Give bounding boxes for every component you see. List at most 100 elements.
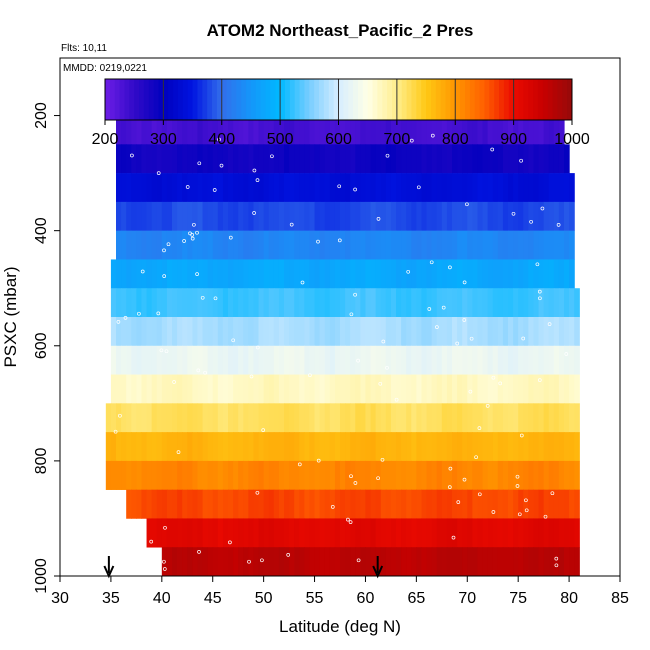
heatmap-cell [202, 173, 209, 203]
heatmap-cell [513, 345, 519, 375]
heatmap-cell [375, 230, 382, 260]
heatmap-cell [289, 518, 295, 548]
heatmap-cell [452, 259, 458, 289]
heatmap-cell [146, 230, 153, 260]
heatmap-cell [436, 201, 443, 231]
heatmap-cell [446, 460, 453, 490]
heatmap-cell [452, 115, 458, 145]
heatmap-cell [548, 115, 555, 145]
observation-dot [556, 223, 561, 227]
observation-dot [485, 404, 490, 408]
observation-dot [385, 153, 390, 158]
heatmap-cell [299, 489, 305, 519]
heatmap-cell [304, 489, 311, 519]
heatmap-cell [457, 115, 463, 145]
heatmap-cell [401, 403, 407, 433]
heatmap-cell [217, 460, 224, 490]
heatmap-cell [436, 144, 443, 174]
heatmap-cell [502, 460, 509, 490]
heatmap-cell [365, 317, 372, 347]
heatmap-cell [569, 345, 575, 375]
heatmap-cell [390, 345, 397, 375]
heatmap-cell [166, 460, 173, 490]
heatmap-cell [385, 403, 392, 433]
observation-dot [477, 426, 482, 430]
heatmap-cell [518, 317, 524, 347]
observation-dot [255, 178, 260, 182]
heatmap-cell [299, 115, 305, 145]
colorbar-cell [508, 79, 515, 120]
heatmap-cell [538, 317, 545, 347]
heatmap-cell [564, 259, 570, 289]
heatmap-cell [228, 259, 234, 289]
heatmap-cell [467, 144, 473, 174]
heatmap-cell [564, 403, 570, 433]
heatmap-cell [268, 489, 275, 519]
heatmap-cell [365, 432, 372, 462]
heatmap-cell [146, 201, 153, 231]
heatmap-cell [243, 518, 249, 548]
heatmap-cell [284, 432, 290, 462]
heatmap-cell [202, 518, 209, 548]
heatmap-cell [457, 518, 463, 548]
heatmap-cell [248, 230, 255, 260]
heatmap-cell [543, 460, 550, 490]
heatmap-cell [110, 317, 117, 347]
heatmap-cell [441, 374, 448, 404]
heatmap-cell [569, 317, 575, 347]
heatmap-cell [436, 288, 443, 318]
heatmap-cell [340, 115, 346, 145]
colorbar-tick-label: 600 [325, 131, 352, 148]
heatmap-cell [172, 201, 178, 231]
heatmap-cell [502, 259, 509, 289]
heatmap-cell [502, 288, 509, 318]
heatmap-cell [569, 489, 575, 519]
x-tick-label: 70 [458, 590, 476, 607]
observation-dot [349, 312, 354, 317]
heatmap-cell [523, 230, 529, 260]
heatmap-cell [355, 460, 361, 490]
observation-dot [337, 238, 342, 243]
y-tick-label: 200 [33, 102, 50, 129]
heatmap-cell [172, 403, 178, 433]
heatmap-cell [416, 317, 423, 347]
heatmap-cell [319, 374, 326, 404]
heatmap-cell [121, 144, 127, 174]
heatmap-cell [299, 173, 305, 203]
heatmap-cell [462, 518, 468, 548]
observation-dot [380, 457, 385, 462]
heatmap-cell [370, 317, 377, 347]
heatmap-cell [472, 230, 479, 260]
heatmap-cell [268, 432, 275, 462]
heatmap-cell [569, 460, 575, 490]
heatmap-cell [136, 288, 143, 318]
heatmap-cell [324, 230, 331, 260]
heatmap-cell [502, 547, 509, 577]
heatmap-cell [289, 115, 295, 145]
heatmap-cell [161, 259, 168, 289]
heatmap-cell [177, 144, 183, 174]
observation-dot [381, 339, 386, 344]
heatmap-cell [482, 345, 489, 375]
heatmap-cell [375, 288, 382, 318]
heatmap-cell [370, 230, 377, 260]
heatmap-cell [477, 489, 484, 519]
heatmap-cell [248, 259, 255, 289]
colorbar-ticks: 200 300 400 500 600 700 800 900 1000 [92, 120, 590, 148]
heatmap-cell [401, 288, 407, 318]
heatmap-cell [543, 489, 550, 519]
heatmap-cell [253, 317, 260, 347]
heatmap-cell [502, 345, 509, 375]
heatmap-cell [192, 345, 199, 375]
heatmap-cell [212, 173, 219, 203]
observation-dot [429, 260, 434, 265]
heatmap-cell [543, 403, 550, 433]
heatmap-cell [518, 288, 524, 318]
heatmap-cell [324, 173, 331, 203]
heatmap-cell [172, 345, 178, 375]
heatmap-cell [528, 201, 535, 231]
heatmap-cell [502, 317, 509, 347]
colorbar-tick-label: 1000 [554, 131, 590, 148]
heatmap-cell [574, 345, 580, 375]
heatmap-cell [538, 547, 545, 577]
